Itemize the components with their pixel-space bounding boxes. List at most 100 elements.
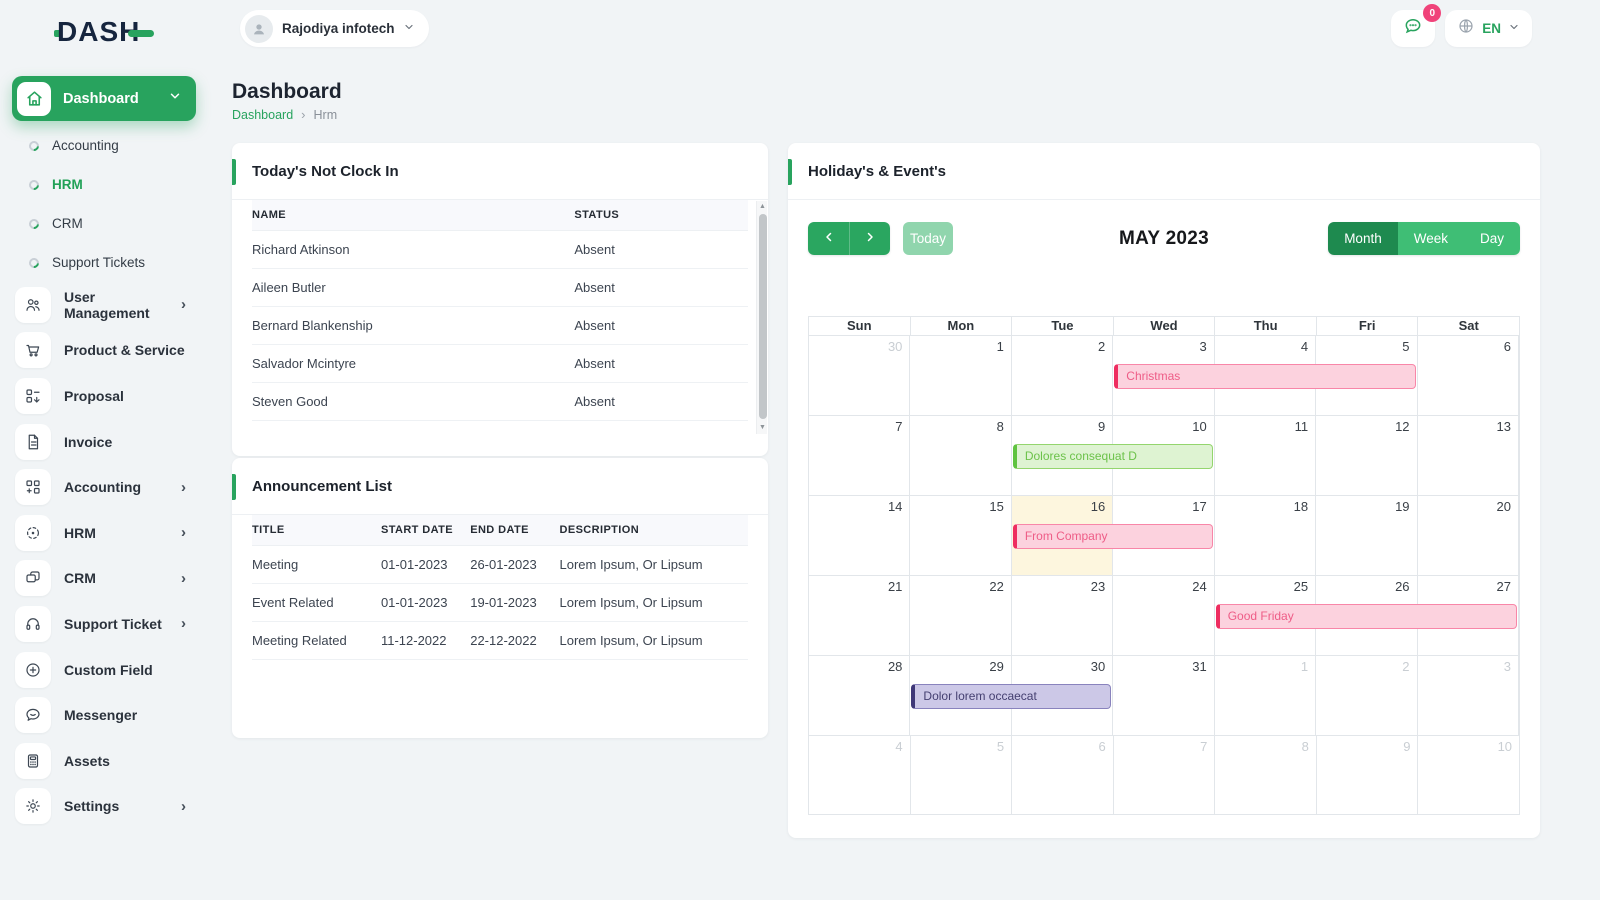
- scrollbar-thumb[interactable]: [758, 214, 767, 419]
- day-number: 13: [1496, 419, 1511, 434]
- calendar-week-row: 7 8 9 10 11 12 13 Dolores consequat D: [808, 415, 1520, 495]
- calendar-next-button[interactable]: [849, 222, 890, 255]
- sidebar-item-product-service[interactable]: Product & Service: [0, 328, 208, 374]
- sidebar-item-dashboard[interactable]: Dashboard: [12, 76, 196, 121]
- sidebar-item-support-ticket[interactable]: Support Ticket ›: [0, 601, 208, 647]
- calendar-day[interactable]: 1: [1215, 656, 1317, 735]
- language-selector[interactable]: EN: [1445, 10, 1532, 47]
- table-cell: Meeting: [252, 545, 381, 584]
- calendar-day[interactable]: 4: [809, 736, 911, 814]
- sidebar-item-crm[interactable]: CRM ›: [0, 556, 208, 602]
- sidebar-item-label: Product & Service: [64, 342, 185, 359]
- table-row: Meeting Related 11-12-2022 22-12-2022 Lorem…: [252, 621, 748, 660]
- calendar-day[interactable]: 7: [1114, 736, 1216, 814]
- calendar-event[interactable]: Christmas: [1114, 364, 1416, 389]
- scroll-down-icon[interactable]: ▼: [759, 424, 766, 431]
- calendar-today-button[interactable]: Today: [903, 222, 953, 255]
- calendar-day[interactable]: 31: [1113, 656, 1215, 735]
- calendar-prev-button[interactable]: [808, 222, 849, 255]
- sidebar-item-settings[interactable]: Settings ›: [0, 784, 208, 830]
- table-cell: Absent: [574, 268, 748, 307]
- calendar-view-week-button[interactable]: Week: [1397, 222, 1464, 255]
- table-scrollbar[interactable]: ▲ ▼: [756, 201, 767, 434]
- sidebar-item-label: Messenger: [64, 707, 138, 724]
- calendar-day[interactable]: 17: [1113, 496, 1215, 575]
- day-number: 18: [1293, 499, 1309, 514]
- sidebar-item-accounting[interactable]: Accounting ›: [0, 464, 208, 510]
- calendar-day[interactable]: 21: [809, 576, 911, 655]
- calendar-day[interactable]: 3: [1418, 656, 1519, 735]
- calendar-day[interactable]: 2: [1012, 336, 1114, 415]
- breadcrumb-dashboard-link[interactable]: Dashboard: [232, 107, 294, 122]
- calendar-day[interactable]: 30: [1012, 656, 1114, 735]
- calendar-day[interactable]: 2: [1316, 656, 1418, 735]
- calendar-event[interactable]: From Company: [1012, 524, 1213, 549]
- calendar-day[interactable]: 27: [1418, 576, 1519, 655]
- calendar-day[interactable]: 9: [1317, 736, 1419, 814]
- messages-button[interactable]: 0: [1391, 4, 1442, 47]
- day-number: 19: [1395, 499, 1410, 514]
- day-number: 14: [887, 499, 903, 514]
- calendar-day[interactable]: 5: [1316, 336, 1418, 415]
- chevron-right-icon: ›: [181, 296, 186, 314]
- sidebar-item-proposal[interactable]: Proposal: [0, 373, 208, 419]
- calendar-day[interactable]: 20: [1418, 496, 1519, 575]
- calendar-day[interactable]: 6: [1418, 336, 1519, 415]
- calendar-day[interactable]: 5: [911, 736, 1013, 814]
- calendar-day[interactable]: 11: [1215, 416, 1317, 495]
- sidebar-item-invoice[interactable]: Invoice: [0, 419, 208, 465]
- weekday-header: Tue: [1012, 317, 1114, 335]
- calendar-day[interactable]: 10: [1113, 416, 1215, 495]
- calendar-day[interactable]: 23: [1012, 576, 1114, 655]
- calendar-day[interactable]: 12: [1316, 416, 1418, 495]
- day-number: 6: [1503, 339, 1511, 354]
- scroll-up-icon[interactable]: ▲: [759, 203, 766, 210]
- calendar-day[interactable]: 22: [910, 576, 1012, 655]
- company-selector[interactable]: Rajodiya infotech: [240, 10, 429, 47]
- calendar-day[interactable]: 18: [1215, 496, 1317, 575]
- sidebar-item-hrm[interactable]: HRM ›: [0, 510, 208, 556]
- calendar-day[interactable]: 30: [809, 336, 911, 415]
- sidebar-subitem-crm[interactable]: CRM: [0, 204, 208, 243]
- table-cell: Event Related: [252, 583, 381, 622]
- day-number: 9: [1098, 419, 1106, 434]
- day-number: 2: [1098, 339, 1106, 354]
- calendar-day[interactable]: 10: [1418, 736, 1519, 814]
- calendar-week-row: 21 22 23 24 25 26 27 Good Friday: [808, 575, 1520, 655]
- calendar-day[interactable]: 7: [809, 416, 911, 495]
- calendar-event[interactable]: Dolor lorem occaecat: [911, 684, 1112, 709]
- calendar-day[interactable]: 8: [910, 416, 1012, 495]
- sidebar-item-user-management[interactable]: User Management ›: [0, 282, 208, 328]
- calendar-day[interactable]: 15: [910, 496, 1012, 575]
- sidebar-subitem-hrm[interactable]: HRM: [0, 165, 208, 204]
- chevron-down-icon: [403, 20, 415, 38]
- calendar-day[interactable]: 14: [809, 496, 911, 575]
- announcement-table: TITLE START DATE END DATE DESCRIPTION Meeti…: [252, 515, 748, 660]
- calendar-day[interactable]: 8: [1215, 736, 1317, 814]
- sidebar-item-custom-field[interactable]: Custom Field: [0, 647, 208, 693]
- day-number: 21: [887, 579, 903, 594]
- calendar-event[interactable]: Dolores consequat D: [1012, 444, 1213, 469]
- calendar-view-month-button[interactable]: Month: [1328, 222, 1398, 255]
- sidebar-item-assets[interactable]: Assets: [0, 738, 208, 784]
- calendar-event[interactable]: Good Friday: [1215, 604, 1517, 629]
- calendar-week-row: 28 29 30 31 1 2 3 Dolor lorem occaecat: [808, 655, 1520, 735]
- day-number: 10: [1497, 739, 1513, 754]
- day-number: 7: [1200, 739, 1208, 754]
- calendar-day[interactable]: 1: [910, 336, 1012, 415]
- sidebar-subitem-accounting[interactable]: Accounting: [0, 126, 208, 165]
- sidebar-subitem-label: CRM: [52, 216, 83, 231]
- table-cell: Lorem Ipsum, Or Lipsum: [559, 583, 748, 622]
- calendar-day[interactable]: 13: [1418, 416, 1519, 495]
- calendar-day[interactable]: 6: [1012, 736, 1114, 814]
- calendar-day[interactable]: 24: [1113, 576, 1215, 655]
- calendar-view-day-button[interactable]: Day: [1463, 222, 1520, 255]
- sidebar-subitem-support-tickets[interactable]: Support Tickets: [0, 243, 208, 282]
- app-logo[interactable]: DASH: [54, 14, 155, 50]
- calendar-day[interactable]: 28: [809, 656, 911, 735]
- day-number: 12: [1395, 419, 1410, 434]
- calendar-day[interactable]: 19: [1316, 496, 1418, 575]
- weekday-header: Wed: [1114, 317, 1216, 335]
- day-number: 8: [996, 419, 1004, 434]
- sidebar-item-messenger[interactable]: Messenger: [0, 692, 208, 738]
